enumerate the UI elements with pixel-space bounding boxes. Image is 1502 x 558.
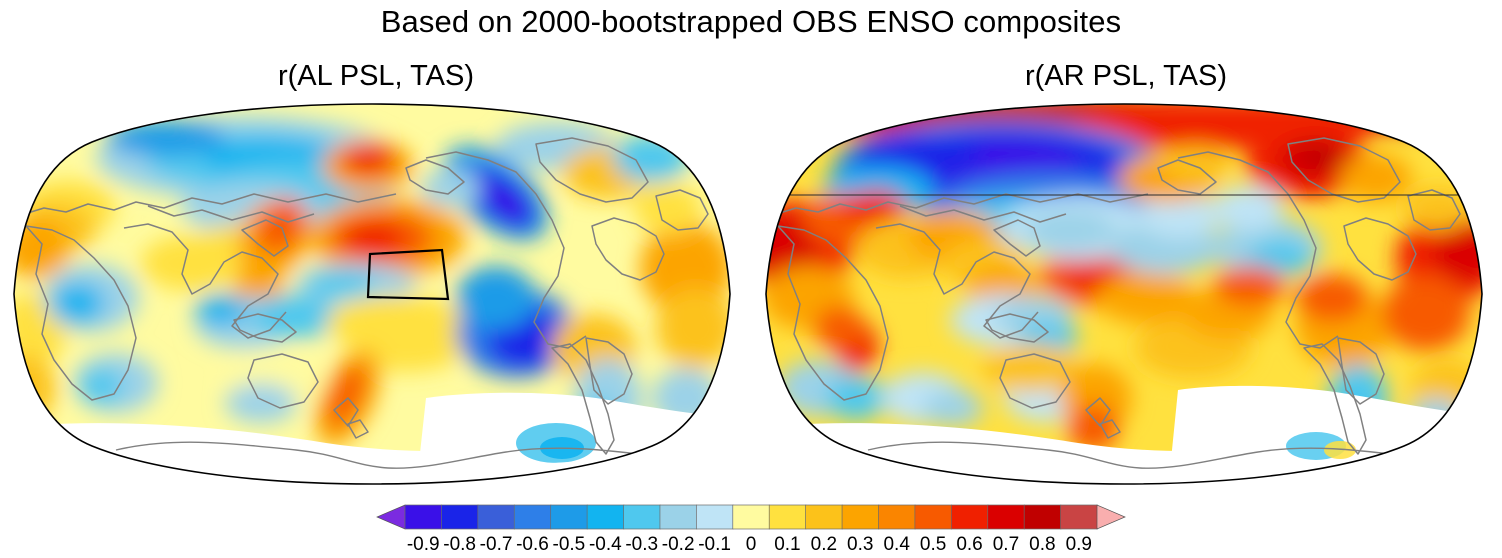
colorbar-band — [987, 504, 1025, 530]
colorbar-band — [659, 504, 698, 530]
map-panel-left — [0, 98, 748, 490]
colorbar-tick-label: 0.6 — [956, 534, 982, 555]
colorbar-tick-label: 0 — [746, 534, 757, 555]
colorbar-band — [1023, 504, 1062, 530]
aleutian-low-region-box — [366, 248, 450, 301]
colorbar-tick-label: -0.5 — [553, 534, 586, 555]
colorbar-tick-label: -0.9 — [407, 534, 440, 555]
colorbar-tick-label: 0.5 — [920, 534, 946, 555]
colorbar-band — [623, 504, 661, 530]
colorbar-tick-label: -0.2 — [662, 534, 695, 555]
figure-title: Based on 2000-bootstrapped OBS ENSO comp… — [380, 4, 1122, 39]
colorbar-tick-label: -0.6 — [516, 534, 549, 555]
map-panel-right — [748, 98, 1500, 490]
colorbar-tick-label: 0.3 — [847, 534, 873, 555]
colorbar-band — [878, 504, 916, 530]
panel-title-right: r(AR PSL, TAS) — [1025, 60, 1227, 92]
coastlines — [17, 137, 709, 455]
map-frame-right — [765, 103, 1483, 485]
panel-title-left: r(AL PSL, TAS) — [277, 60, 475, 92]
colorbar-tick-label: -0.4 — [589, 534, 622, 555]
colorbar-band — [441, 504, 479, 530]
antarctica-coastline — [115, 441, 657, 469]
colorbar-tick-label: 0.7 — [993, 534, 1019, 555]
colorbar-tick-label: 0.4 — [883, 534, 910, 555]
colorbar-container: -0.9 -0.8 -0.7 -0.6 -0.5 -0.4 -0.3 -0.2 -0.1 0 0.1… — [0, 498, 1502, 558]
colorbar-band — [586, 504, 625, 530]
colorbar-tick-label: -0.3 — [625, 534, 658, 555]
colorbar-under-cap — [376, 504, 406, 530]
colorbar-band — [513, 504, 552, 530]
coastlines — [769, 137, 1461, 455]
colorbar-tick-label: -0.8 — [443, 534, 476, 555]
colorbar-band — [404, 504, 443, 530]
colorbar-bands — [376, 504, 1126, 530]
colorbar-band — [1060, 504, 1098, 530]
colorbar-band — [950, 504, 989, 530]
colorbar-band — [768, 504, 807, 530]
colorbar-tick-label: -0.1 — [698, 534, 731, 555]
antarctica-coastline — [867, 441, 1409, 469]
colorbar-tick-labels: -0.9 -0.8 -0.7 -0.6 -0.5 -0.4 -0.3 -0.2 -0.1 0 0.1… — [407, 534, 1092, 555]
colorbar-band — [550, 504, 588, 530]
colorbar-tick-label: 0.2 — [811, 534, 837, 555]
colorbar-band — [914, 504, 953, 530]
colorbar-band — [477, 504, 516, 530]
colorbar-tick-label: -0.7 — [480, 534, 513, 555]
colorbar-tick-label: 0.8 — [1029, 534, 1055, 555]
map-frame-left — [13, 103, 731, 485]
colorbar-band — [696, 504, 734, 530]
colorbar-band — [841, 504, 880, 530]
colorbar-over-cap — [1096, 504, 1126, 530]
colorbar-band — [732, 504, 770, 530]
colorbar-band — [805, 504, 843, 530]
colorbar-tick-label: 0.9 — [1066, 534, 1092, 555]
colorbar-tick-label: 0.1 — [774, 534, 800, 555]
